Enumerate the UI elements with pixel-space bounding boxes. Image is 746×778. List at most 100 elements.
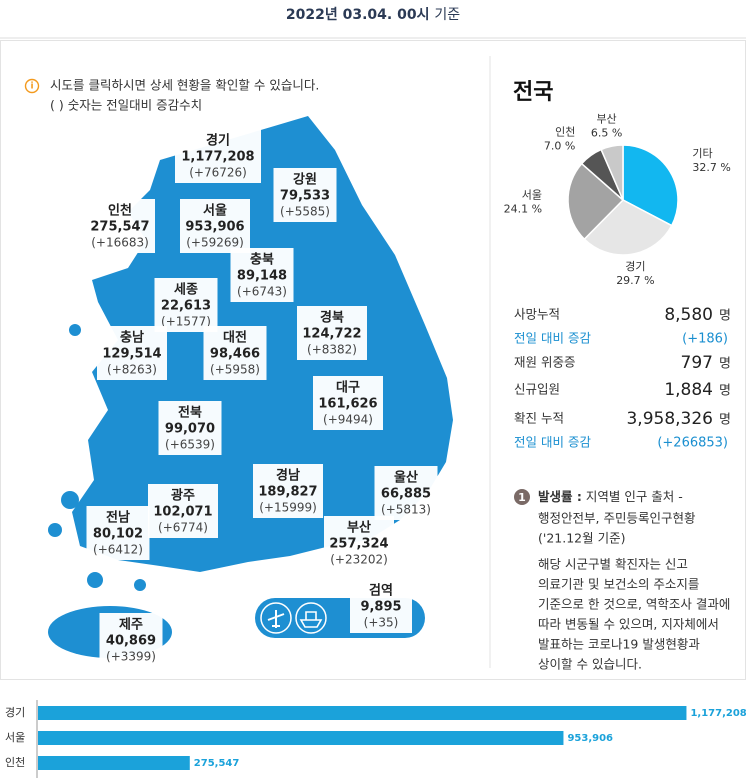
region-change: (+16683) — [91, 236, 149, 250]
region-total: 1,177,208 — [181, 150, 254, 165]
stat-unit: 명 — [719, 384, 731, 399]
region-total: 257,324 — [329, 537, 388, 552]
region-change: (+6774) — [158, 521, 208, 535]
region-box — [180, 199, 250, 253]
region-name: 경남 — [276, 468, 300, 484]
pie-value-label: 29.7 % — [616, 274, 654, 287]
island — [69, 324, 81, 336]
stat-unit: 명 — [719, 357, 731, 372]
region-change: (+35) — [364, 616, 399, 630]
region-box — [203, 326, 267, 380]
pie-category: 기타 — [692, 147, 712, 160]
region-box — [86, 506, 150, 560]
region-change: (+15999) — [259, 501, 317, 515]
region-total: 9,895 — [360, 600, 401, 615]
region-total: 189,827 — [258, 485, 317, 500]
region-name: 부산 — [347, 520, 371, 536]
region-box — [97, 326, 167, 380]
region-change: (+8263) — [107, 363, 157, 377]
bar-category: 경기 — [5, 706, 25, 719]
bar-category: 서울 — [5, 731, 25, 744]
stat-label: 확진 누적 — [514, 411, 564, 426]
region-name: 경기 — [206, 133, 230, 149]
info-text: ( ) 숫자는 전일대비 증감수치 — [50, 98, 202, 113]
region-name: 전북 — [178, 405, 202, 421]
region-change: (+59269) — [186, 236, 244, 250]
island — [48, 523, 62, 537]
region-name: 제주 — [119, 618, 143, 633]
region-box — [273, 168, 337, 222]
region-change: (+76726) — [189, 166, 247, 180]
region-label[interactable]: 경기1,177,208(+76726) — [175, 129, 261, 183]
region-box — [85, 199, 155, 253]
disclaimer-line: 따라 변동될 수 있으며, 지자체에서 — [538, 617, 719, 632]
region-box — [154, 278, 218, 332]
pie-category: 인천 — [555, 124, 575, 138]
region-total: 66,885 — [381, 487, 431, 502]
pie-value-label: 32.7 % — [692, 161, 730, 174]
bar-category: 인천 — [5, 755, 25, 769]
region-total: 102,071 — [153, 505, 212, 520]
region-total: 99,070 — [165, 422, 215, 437]
region-box — [148, 484, 218, 538]
stat-value: (+266853) — [657, 436, 728, 451]
pie-slice — [600, 144, 624, 201]
region-change: (+6539) — [165, 438, 215, 452]
note-badge — [514, 489, 530, 505]
region-name: 검역 — [369, 583, 393, 599]
region-change: (+23202) — [330, 553, 388, 567]
info-icon-glyph: i — [30, 82, 33, 92]
region-change: (+1577) — [161, 315, 211, 329]
region-total: 124,722 — [302, 327, 361, 342]
region-box — [230, 248, 294, 302]
region-total: 953,906 — [185, 220, 244, 235]
region-name: 세종 — [174, 283, 198, 298]
region-name: 대구 — [336, 381, 360, 396]
pie-category: 서울 — [522, 189, 542, 202]
header-date: 2022년 03.04. 00시 기준 — [286, 7, 460, 23]
pie-category: 부산 — [596, 113, 616, 126]
info-text: 시도를 클릭하시면 상세 현황을 확인할 수 있습니다. — [50, 78, 319, 93]
disclaimer-line: 해당 시군구별 확진자는 신고 — [538, 557, 688, 572]
region-box — [324, 516, 394, 570]
port-icon — [295, 602, 327, 634]
stat-value: 797 — [681, 353, 713, 373]
region-change: (+9494) — [323, 413, 373, 427]
stat-value: 8,580 — [664, 305, 713, 325]
bar-value-label: 1,177,208 — [690, 708, 746, 719]
region-name: 인천 — [108, 203, 132, 219]
date-suffix: 기준 — [434, 7, 460, 23]
region-total: 275,547 — [90, 220, 149, 235]
ship-glyph — [299, 611, 323, 628]
region-label[interactable]: 검역9,895(+35) — [350, 579, 412, 633]
bar — [38, 731, 564, 745]
stat-label: 전일 대비 증감 — [514, 331, 591, 346]
note-term: 발생률 : — [538, 489, 582, 504]
region-name: 강원 — [293, 172, 317, 188]
region-total: 80,102 — [93, 527, 143, 542]
bar — [38, 706, 687, 720]
region-name: 서울 — [203, 203, 227, 219]
disclaimer-line: 상이할 수 있습니다. — [538, 657, 642, 672]
region-change: (+5585) — [280, 205, 330, 219]
date: 2022년 03.04. 00시 — [286, 7, 430, 23]
region-name: 충북 — [250, 252, 274, 268]
